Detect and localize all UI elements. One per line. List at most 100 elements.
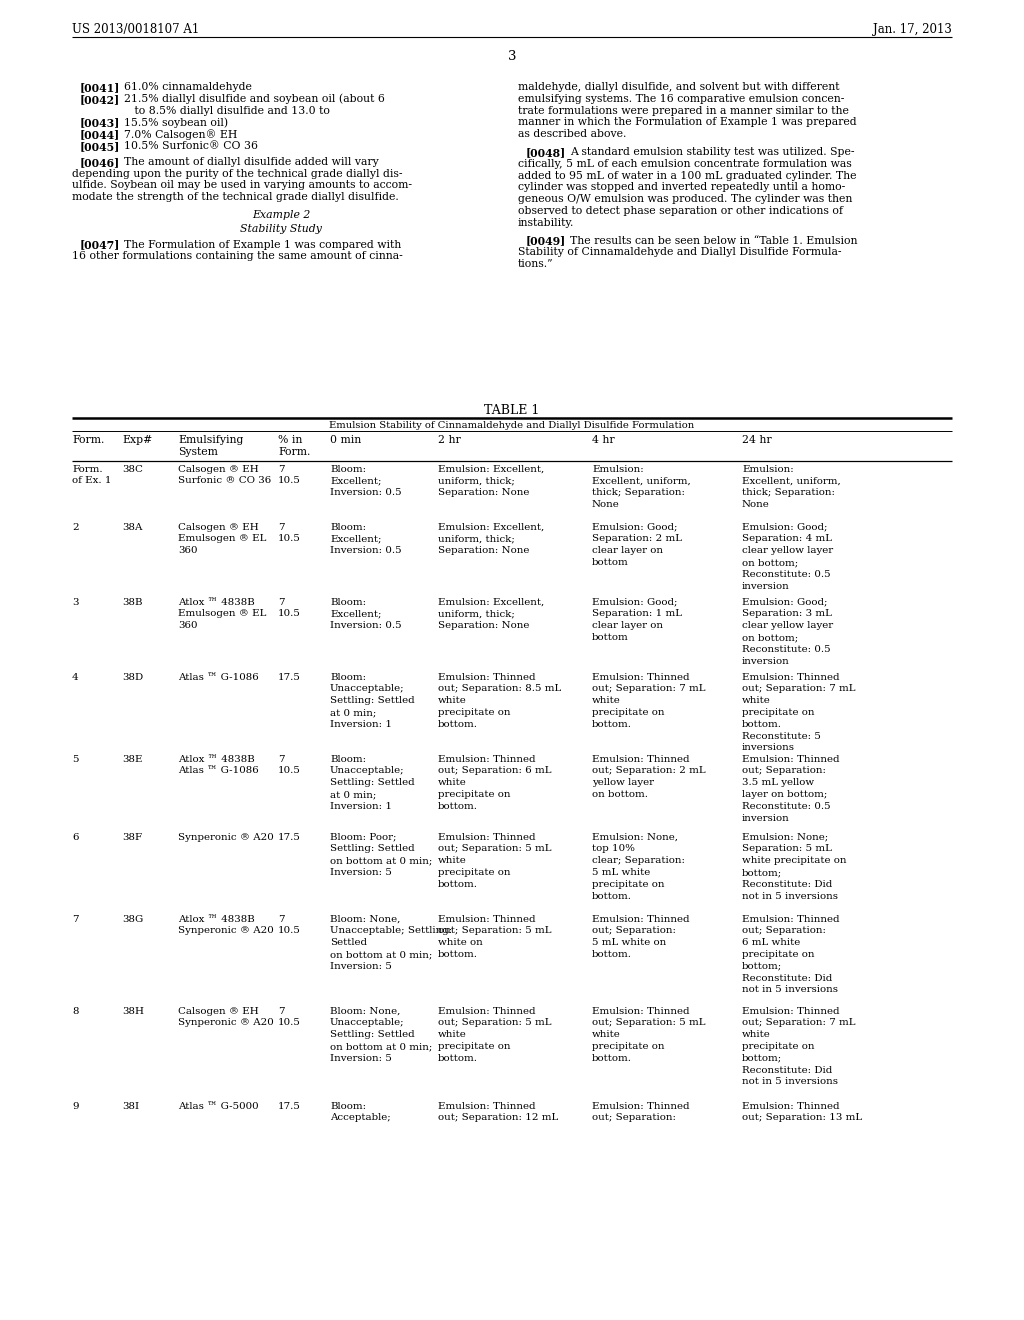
Text: out; Separation:: out; Separation: (742, 927, 826, 936)
Text: 7.0% Calsogen® EH: 7.0% Calsogen® EH (124, 129, 238, 140)
Text: Emulsion: Good;: Emulsion: Good; (592, 598, 678, 607)
Text: Emulsion:: Emulsion: (742, 465, 794, 474)
Text: Calsogen ® EH: Calsogen ® EH (178, 1007, 259, 1015)
Text: 10.5: 10.5 (278, 927, 301, 936)
Text: Emulsion: Thinned: Emulsion: Thinned (742, 1007, 840, 1015)
Text: 10.5: 10.5 (278, 767, 301, 775)
Text: 4 hr: 4 hr (592, 436, 614, 445)
Text: Emulsion: Good;: Emulsion: Good; (742, 598, 827, 607)
Text: Atlas ™ G-5000: Atlas ™ G-5000 (178, 1102, 259, 1110)
Text: Inversion: 0.5: Inversion: 0.5 (330, 488, 401, 498)
Text: precipitate on: precipitate on (438, 708, 511, 717)
Text: 0 min: 0 min (330, 436, 361, 445)
Text: white: white (592, 696, 621, 705)
Text: Bloom:: Bloom: (330, 523, 367, 532)
Text: clear; Separation:: clear; Separation: (592, 857, 685, 865)
Text: 38G: 38G (122, 915, 143, 924)
Text: tions.”: tions.” (518, 259, 554, 269)
Text: 10.5: 10.5 (278, 477, 301, 486)
Text: Bloom:: Bloom: (330, 1102, 367, 1110)
Text: % in: % in (278, 436, 302, 445)
Text: of Ex. 1: of Ex. 1 (72, 477, 112, 486)
Text: Emulsion: Excellent,: Emulsion: Excellent, (438, 598, 544, 607)
Text: Bloom:: Bloom: (330, 755, 367, 763)
Text: 2 hr: 2 hr (438, 436, 461, 445)
Text: at 0 min;: at 0 min; (330, 708, 377, 717)
Text: 2: 2 (72, 523, 79, 532)
Text: 10.5: 10.5 (278, 535, 301, 544)
Text: yellow layer: yellow layer (592, 779, 654, 787)
Text: Emulsion: Thinned: Emulsion: Thinned (592, 673, 689, 681)
Text: white: white (438, 1030, 467, 1039)
Text: Separation: 3 mL: Separation: 3 mL (742, 610, 831, 618)
Text: Bloom:: Bloom: (330, 673, 367, 681)
Text: bottom.: bottom. (742, 719, 782, 729)
Text: Unacceptable;: Unacceptable; (330, 767, 404, 775)
Text: Atlas ™ G-1086: Atlas ™ G-1086 (178, 767, 259, 775)
Text: 38B: 38B (122, 598, 142, 607)
Text: bottom.: bottom. (438, 801, 478, 810)
Text: white: white (438, 696, 467, 705)
Text: Emulsion: Thinned: Emulsion: Thinned (592, 1102, 689, 1110)
Text: bottom;: bottom; (742, 869, 782, 876)
Text: Form.: Form. (278, 446, 310, 457)
Text: out; Separation:: out; Separation: (592, 927, 676, 936)
Text: The Formulation of Example 1 was compared with: The Formulation of Example 1 was compare… (124, 240, 401, 249)
Text: Atlox ™ 4838B: Atlox ™ 4838B (178, 755, 255, 763)
Text: Jan. 17, 2013: Jan. 17, 2013 (873, 22, 952, 36)
Text: [0043]: [0043] (80, 117, 121, 128)
Text: Example 2: Example 2 (252, 210, 310, 220)
Text: bottom.: bottom. (438, 950, 478, 960)
Text: [0049]: [0049] (526, 235, 566, 247)
Text: bottom.: bottom. (438, 719, 478, 729)
Text: Excellent;: Excellent; (330, 477, 382, 486)
Text: on bottom at 0 min;: on bottom at 0 min; (330, 857, 432, 865)
Text: white precipitate on: white precipitate on (742, 857, 847, 865)
Text: 6: 6 (72, 833, 79, 842)
Text: Bloom: Poor;: Bloom: Poor; (330, 833, 396, 842)
Text: precipitate on: precipitate on (742, 708, 814, 717)
Text: bottom.: bottom. (592, 719, 632, 729)
Text: uniform, thick;: uniform, thick; (438, 610, 515, 618)
Text: 9: 9 (72, 1102, 79, 1110)
Text: bottom: bottom (592, 634, 629, 642)
Text: System: System (178, 446, 218, 457)
Text: as described above.: as described above. (518, 129, 627, 139)
Text: Synperonic ® A20: Synperonic ® A20 (178, 927, 273, 936)
Text: Reconstitute: Did: Reconstitute: Did (742, 974, 833, 982)
Text: 8: 8 (72, 1007, 79, 1015)
Text: [0044]: [0044] (80, 129, 120, 140)
Text: 17.5: 17.5 (278, 1102, 301, 1110)
Text: Calsogen ® EH: Calsogen ® EH (178, 523, 259, 532)
Text: Emulsifying: Emulsifying (178, 436, 244, 445)
Text: [0045]: [0045] (80, 141, 121, 152)
Text: observed to detect phase separation or other indications of: observed to detect phase separation or o… (518, 206, 843, 216)
Text: Emulsion: Good;: Emulsion: Good; (592, 523, 678, 532)
Text: Excellent, uniform,: Excellent, uniform, (742, 477, 841, 486)
Text: Emulsion: Thinned: Emulsion: Thinned (438, 915, 536, 924)
Text: 38A: 38A (122, 523, 142, 532)
Text: Emulsion: Thinned: Emulsion: Thinned (592, 755, 689, 763)
Text: The amount of diallyl disulfide added will vary: The amount of diallyl disulfide added wi… (124, 157, 379, 166)
Text: precipitate on: precipitate on (438, 869, 511, 876)
Text: [0048]: [0048] (526, 147, 566, 158)
Text: out; Separation: 7 mL: out; Separation: 7 mL (742, 684, 855, 693)
Text: Unacceptable; Settling:: Unacceptable; Settling: (330, 927, 453, 936)
Text: inversion: inversion (742, 813, 790, 822)
Text: clear layer on: clear layer on (592, 546, 663, 556)
Text: white: white (438, 857, 467, 865)
Text: [0046]: [0046] (80, 157, 120, 168)
Text: Excellent;: Excellent; (330, 535, 382, 544)
Text: top 10%: top 10% (592, 845, 635, 854)
Text: manner in which the Formulation of Example 1 was prepared: manner in which the Formulation of Examp… (518, 117, 857, 128)
Text: 7: 7 (278, 465, 285, 474)
Text: Unacceptable;: Unacceptable; (330, 1019, 404, 1027)
Text: precipitate on: precipitate on (742, 950, 814, 960)
Text: 61.0% cinnamaldehyde: 61.0% cinnamaldehyde (124, 82, 252, 92)
Text: Atlox ™ 4838B: Atlox ™ 4838B (178, 915, 255, 924)
Text: out; Separation: 5 mL: out; Separation: 5 mL (438, 927, 552, 936)
Text: maldehyde, diallyl disulfide, and solvent but with different: maldehyde, diallyl disulfide, and solven… (518, 82, 840, 92)
Text: Emulsion: Excellent,: Emulsion: Excellent, (438, 465, 544, 474)
Text: out; Separation: 5 mL: out; Separation: 5 mL (592, 1019, 706, 1027)
Text: 16 other formulations containing the same amount of cinna-: 16 other formulations containing the sam… (72, 251, 402, 261)
